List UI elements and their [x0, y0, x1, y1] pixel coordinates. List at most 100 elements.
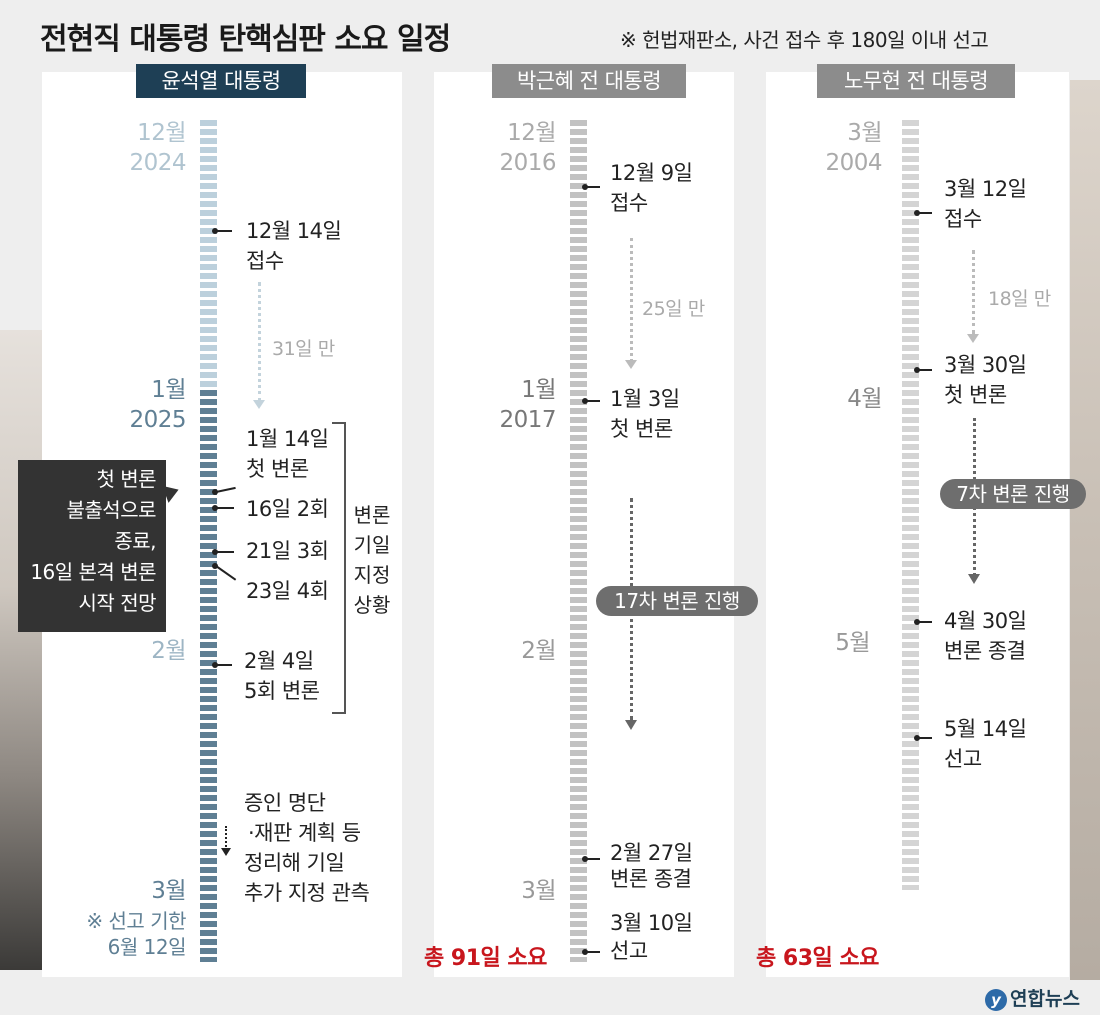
- roh-gap-label: 18일 만: [988, 288, 1051, 310]
- park-receipt-label: 접수: [610, 191, 648, 215]
- yoon-fifth-date: 2월 4일: [244, 649, 314, 673]
- yoon-fifth-dot: [212, 662, 218, 668]
- yoon-receipt-label: 접수: [246, 249, 284, 273]
- park-receipt-tick: [586, 186, 600, 188]
- yoon-fifth-tick: [216, 664, 232, 666]
- yoon-receipt-date: 12월 14일: [246, 219, 342, 243]
- park-verdict-date: 3월 10일: [610, 911, 693, 935]
- roh-end-tick: [918, 621, 932, 623]
- yonhap-logo-icon: y: [985, 989, 1007, 1011]
- yoon-month-jan: 1월: [151, 377, 186, 403]
- yoon-deadline-line-1: ※ 선고 기한: [86, 909, 186, 933]
- roh-first-hearing-dot: [914, 367, 920, 373]
- yoon-month-feb: 2월: [151, 638, 186, 664]
- yoon-future-arrowhead: [221, 848, 231, 856]
- park-first-hearing-date: 1월 3일: [610, 387, 680, 411]
- roh-header: 노무현 전 대통령: [817, 64, 1015, 98]
- yoon-fourth-dot: [212, 563, 218, 569]
- roh-receipt-tick: [918, 212, 932, 214]
- callout-line: 종료,: [114, 529, 156, 553]
- yoon-second-tick: [216, 507, 234, 509]
- roh-total-duration: 총 63일 소요: [756, 946, 879, 971]
- callout-line: 시작 전망: [78, 591, 157, 615]
- yoon-gap-arrow: [258, 282, 261, 402]
- roh-verdict-dot: [914, 735, 920, 741]
- park-end-tick: [586, 858, 600, 860]
- park-verdict-dot: [582, 949, 588, 955]
- park-header: 박근혜 전 대통령: [492, 64, 686, 98]
- yoon-first-hearing-label: 첫 변론: [246, 457, 309, 481]
- yoon-year-2025: 2025: [129, 407, 186, 433]
- park-first-hearing-tick: [586, 400, 600, 402]
- yonhap-logo-text: 연합뉴스: [1010, 988, 1080, 1010]
- yoon-future-arrow: [225, 826, 227, 850]
- roh-month-apr: 4월: [847, 386, 882, 412]
- yoon-fourth-hearing: 23일 4회: [246, 579, 329, 603]
- yoon-first-hearing-dot: [212, 489, 218, 495]
- yonhap-logo: y 연합뉴스: [985, 984, 1080, 1011]
- yoon-second-dot: [212, 505, 218, 511]
- roh-verdict-date: 5월 14일: [944, 717, 1027, 741]
- park-first-hearing-label: 첫 변론: [610, 417, 673, 441]
- park-verdict-label: 선고: [610, 939, 648, 963]
- yoon-future-line-1: 증인 명단: [244, 791, 326, 815]
- park-year-2017: 2017: [499, 407, 556, 433]
- yoon-gap-label: 31일 만: [272, 338, 335, 360]
- park-progress-arrowhead: [625, 720, 637, 730]
- roh-first-hearing-tick: [918, 369, 932, 371]
- callout-line: 불출석으로: [66, 498, 157, 522]
- callout-line: 16일 본격 변론: [30, 560, 156, 584]
- yoon-year-2024: 2024: [129, 150, 186, 176]
- roh-gap-arrow: [972, 250, 975, 334]
- yoon-future-line-2: ·재판 계획 등: [248, 821, 361, 845]
- roh-receipt-label: 접수: [944, 207, 982, 231]
- yoon-month-dec: 12월: [137, 120, 186, 146]
- yoon-second-hearing: 16일 2회: [246, 497, 329, 521]
- yoon-receipt-dot: [212, 228, 218, 234]
- park-month-mar: 3월: [521, 878, 556, 904]
- park-gap-arrowhead: [625, 360, 637, 369]
- roh-gap-arrowhead: [967, 334, 979, 343]
- roh-timeline-bar: [902, 120, 919, 890]
- park-year-2016: 2016: [499, 150, 556, 176]
- park-receipt-dot: [582, 184, 588, 190]
- yoon-timeline-bar-2025: [200, 390, 217, 962]
- park-end-date: 2월 27일: [610, 841, 693, 865]
- park-month-jan: 1월: [521, 377, 556, 403]
- yoon-bracket-label: 변론 기일 지정 상황: [353, 503, 391, 617]
- roh-end-label: 변론 종결: [944, 639, 1026, 663]
- park-timeline-bar: [570, 120, 587, 962]
- park-first-hearing-dot: [582, 398, 588, 404]
- yoon-future-line-4: 추가 지정 관측: [244, 881, 370, 905]
- page-title: 전현직 대통령 탄핵심판 소요 일정: [40, 22, 451, 57]
- roh-end-date: 4월 30일: [944, 609, 1027, 633]
- roh-receipt-date: 3월 12일: [944, 177, 1027, 201]
- yoon-hearing-bracket: [332, 422, 346, 714]
- callout-line: 첫 변론: [96, 467, 156, 491]
- roh-verdict-label: 선고: [944, 747, 982, 771]
- park-verdict-tick: [586, 951, 600, 953]
- yoon-future-line-3: 정리해 기일: [244, 851, 345, 875]
- park-receipt-date: 12월 9일: [610, 161, 693, 185]
- park-total-duration: 총 91일 소요: [424, 946, 547, 971]
- yoon-header: 윤석열 대통령: [136, 64, 306, 98]
- roh-receipt-dot: [914, 210, 920, 216]
- park-end-dot: [582, 856, 588, 862]
- yoon-callout-box: 첫 변론 불출석으로 종료, 16일 본격 변론 시작 전망: [18, 460, 166, 632]
- roh-verdict-tick: [918, 737, 932, 739]
- yoon-month-mar: 3월: [151, 878, 186, 904]
- yoon-timeline-bar-dec: [200, 120, 217, 390]
- park-gap-arrow: [630, 238, 633, 362]
- roh-progress-arrowhead: [968, 574, 980, 584]
- park-end-label: 변론 종결: [610, 867, 692, 891]
- roh-first-hearing-label: 첫 변론: [944, 383, 1007, 407]
- yoon-third-tick: [216, 551, 234, 553]
- yoon-third-hearing: 21일 3회: [246, 539, 329, 563]
- yoon-receipt-tick: [216, 230, 232, 232]
- roh-end-dot: [914, 619, 920, 625]
- roh-year-2004: 2004: [825, 150, 882, 176]
- yoon-first-hearing-date: 1월 14일: [246, 427, 329, 451]
- yoon-fifth-label: 5회 변론: [244, 679, 320, 703]
- yoon-third-dot: [212, 549, 218, 555]
- background-photo-right: [1070, 80, 1100, 980]
